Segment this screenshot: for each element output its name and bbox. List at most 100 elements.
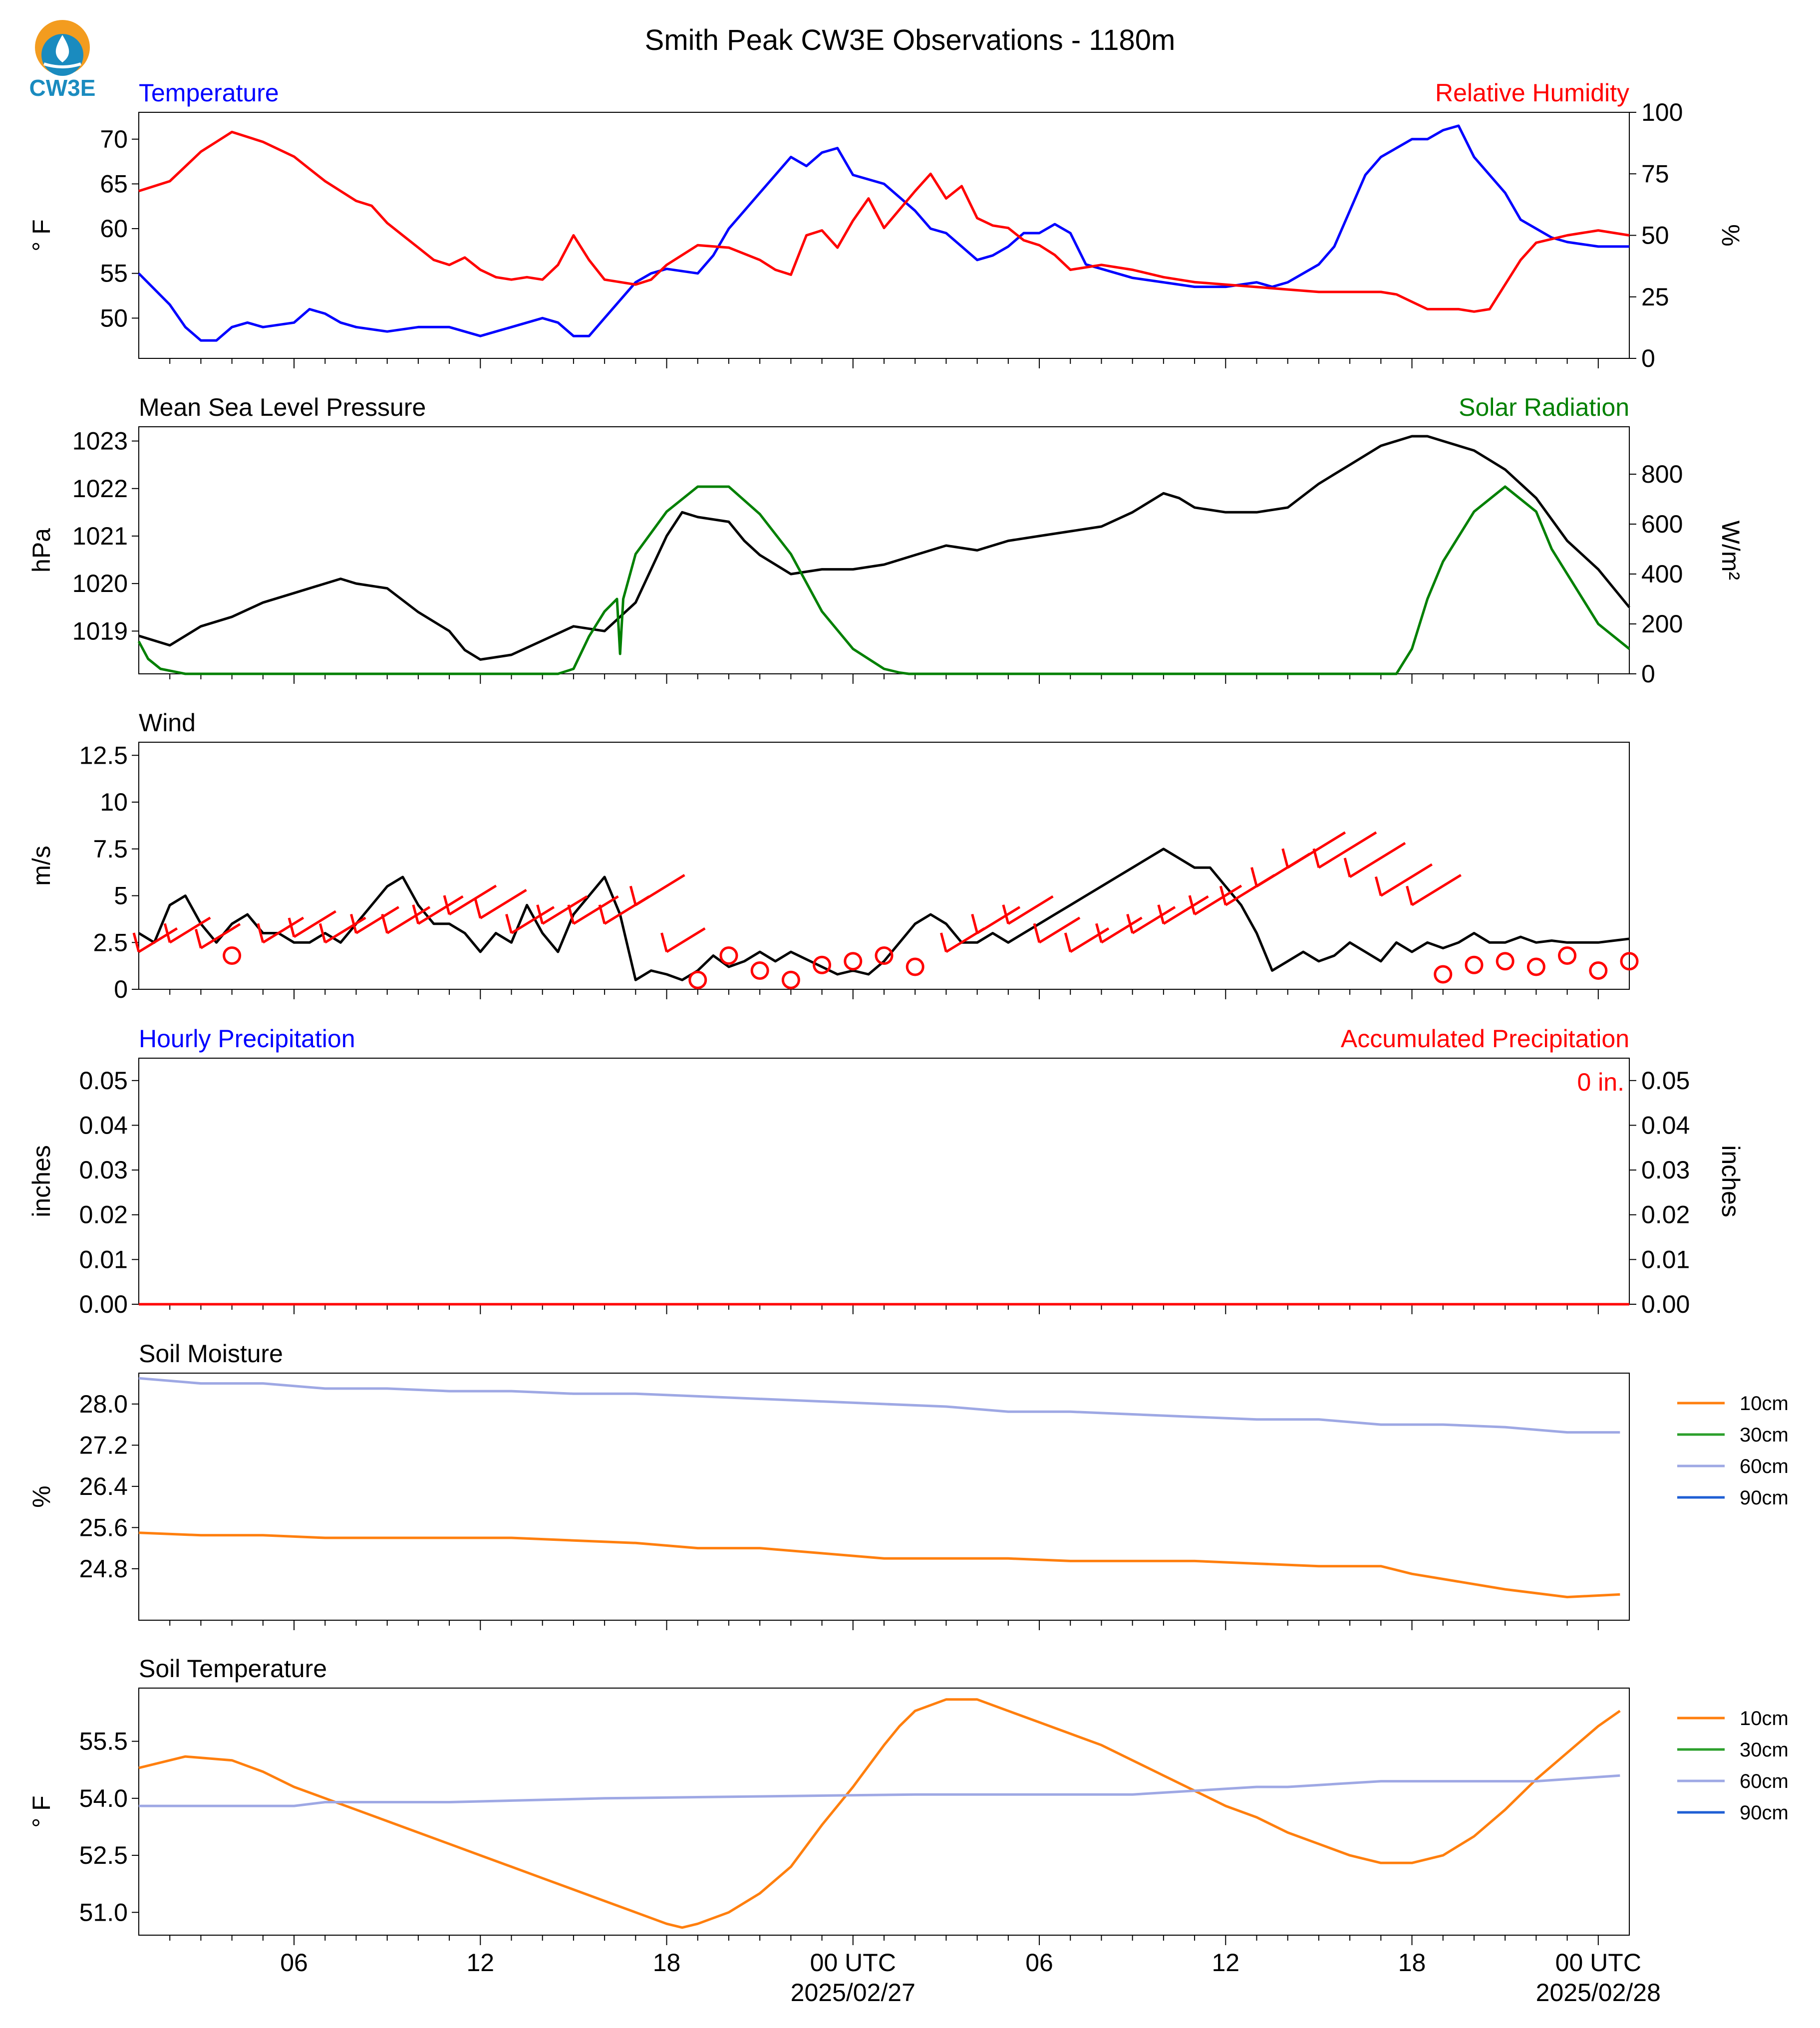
wind-barb-flag [412,904,420,924]
wind-barb-shaft [324,916,366,944]
wind-barb-flag [443,895,451,915]
wind-panel: Wind 0 2.5 5 7.5 10 12.5 m/s [27,709,1639,1003]
wind-barb-flag [163,923,171,943]
wind-barb-flag [939,932,947,952]
cw3e-logo: CW3E [29,20,96,101]
panel-title-right: Accumulated Precipitation [1341,1025,1629,1053]
temperature-humidity-panel: Temperature Relative Humidity 50 55 60 65 70 ° … [27,79,1745,372]
wind-barb-shaft [200,923,241,949]
x-tick-label: 18 [653,1949,681,1977]
wind-calm-circle [1558,946,1577,965]
y-axis-label-left: ° F [27,1795,55,1827]
y-tick-label-right: 0.02 [1641,1201,1690,1229]
wind-barb-flag [257,923,265,943]
panel-title-right: Relative Humidity [1435,79,1629,107]
legend-label: 30cm [1740,1739,1789,1761]
y-axis-label-right: W/m² [1717,521,1745,580]
series-line-60cm [139,1774,1620,1807]
wind-barb-shaft [1132,906,1176,934]
wind-barb-shaft [511,906,555,934]
wind-barb-shaft [1411,874,1462,906]
panel-title-left: Soil Temperature [139,1655,327,1683]
y-tick-label-left: 0.03 [79,1156,128,1184]
wind-barb-shaft [386,906,431,934]
x-tick-date-label: 2025/02/28 [1536,1979,1661,2007]
wind-barb-shaft [1101,916,1143,944]
wind-barb-shaft [1318,831,1377,869]
y-tick-label-right: 0.04 [1641,1111,1690,1139]
y-axis-label-left: m/s [27,846,55,886]
y-tick-label-left: 50 [100,304,128,332]
wind-calm-circle [1434,965,1453,984]
wind-calm-circle [719,946,738,965]
y-tick-label-left: 25.6 [79,1513,128,1541]
pressure-solar-panel: Mean Sea Level Pressure Solar Radiation 10… [27,393,1745,688]
panel-title-left: Mean Sea Level Pressure [139,393,426,421]
y-axis-label-left: inches [27,1145,55,1217]
wind-calm-circle [1496,952,1515,971]
wind-barb-shaft [1349,842,1406,878]
panel-title-right: Solar Radiation [1459,393,1629,421]
panel-title-left: Wind [139,709,196,737]
y-axis-label-left: hPa [27,528,55,573]
series-line-wind-speed [138,848,1630,981]
y-tick-label-left: 7.5 [93,835,128,863]
y-tick-label-left: 1020 [72,570,128,597]
y-tick-label-left: 0.01 [79,1245,128,1273]
wind-barb-shaft [293,910,336,938]
series-line-10cm [138,1531,1620,1599]
y-tick-label-left: 51.0 [79,1898,128,1926]
y-tick-label-left: 12.5 [79,741,128,769]
wind-barb-flag [1374,876,1382,896]
wind-barb-flag [1250,867,1258,887]
y-tick-label-right: 400 [1641,560,1683,588]
y-tick-label-right: 0 [1641,660,1655,688]
y-tick-label-left: 1021 [72,522,128,550]
precipitation-panel: Hourly Precipitation Accumulated Precipit… [27,1025,1745,1318]
wind-barb-shaft [355,906,400,934]
wind-barb-shaft [1380,863,1433,897]
y-tick-label-left: 2.5 [93,928,128,956]
y-axis-label-right: inches [1717,1145,1745,1217]
y-tick-label-left: 55.5 [79,1728,128,1755]
y-tick-label-left: 0.00 [79,1290,128,1318]
y-tick-label-left: 28.0 [79,1390,128,1418]
x-tick-label: 12 [1212,1949,1239,1977]
legend-label: 90cm [1740,1802,1789,1824]
soil-moisture-panel: Soil Moisture 24.8 25.6 26.4 27.2 28.0% 10cm 30… [27,1340,1789,1630]
wind-barb-flag [318,923,326,943]
y-tick-label-right: 0.01 [1641,1245,1690,1273]
wind-barb-flag [474,898,482,919]
legend-label: 60cm [1740,1770,1789,1792]
legend-label: 10cm [1740,1708,1789,1730]
wind-barb-flag [132,932,140,952]
legend-label: 90cm [1740,1487,1789,1509]
logo-text: CW3E [29,75,96,101]
y-tick-label-left: 70 [100,125,128,153]
wind-barb-flag [1312,848,1320,868]
y-tick-label-left: 65 [100,170,128,198]
y-tick-label-left: 1022 [72,475,128,503]
wind-calm-circle [1620,952,1639,971]
series-line-solar-radiation [137,485,1630,675]
wind-calm-circle [688,970,707,989]
wind-barb-flag [288,917,296,937]
accumulated-precip-annotation: 0 in. [1577,1068,1624,1096]
wind-calm-circle [1526,957,1545,976]
wind-barb-flag [1219,885,1227,905]
legend-label: 60cm [1740,1455,1789,1477]
wind-barb-flag [629,885,637,905]
x-tick-label: 00 UTC [1555,1949,1641,1977]
figure-title: Smith Peak CW3E Observations - 1180m [645,24,1176,56]
y-axis-label-right: % [1717,224,1745,246]
wind-calm-circle [875,946,894,965]
wind-barb-shaft [417,895,464,925]
wind-calm-circle [906,957,924,976]
x-tick-label: 18 [1398,1949,1426,1977]
wind-barb-shaft [635,874,685,906]
y-tick-label-right: 600 [1641,510,1683,538]
x-tick-label: 12 [466,1949,494,1977]
wind-barb-flag [194,928,202,949]
wind-barb-flag [1033,923,1041,943]
